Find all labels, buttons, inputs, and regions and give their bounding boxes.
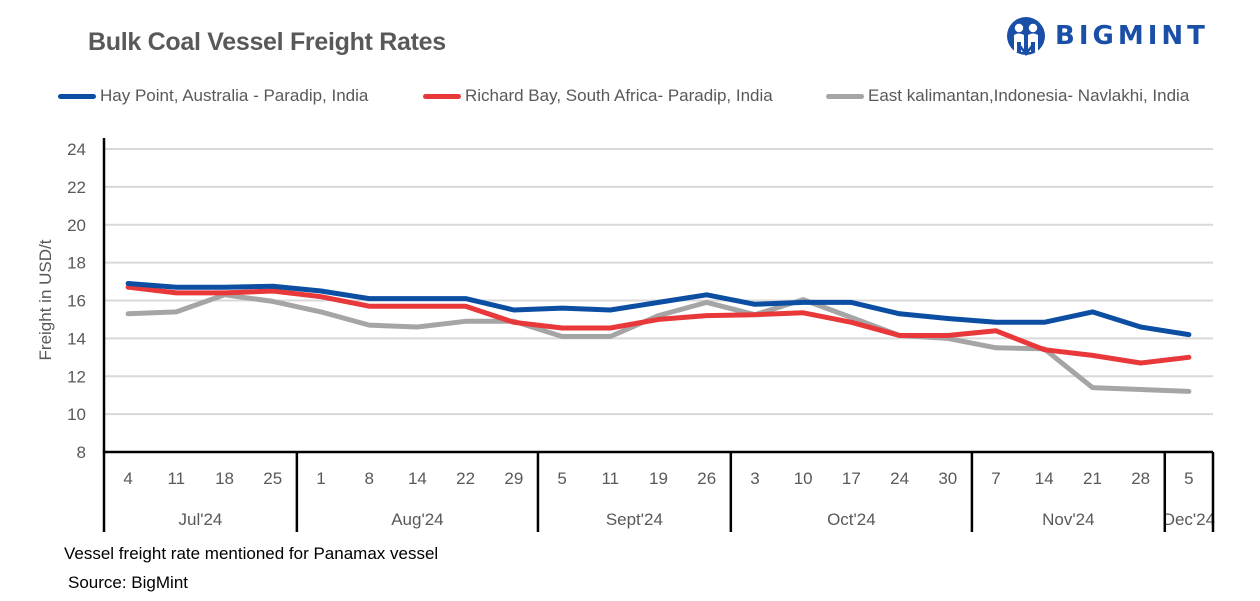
x-tick-label: 24 bbox=[890, 469, 909, 488]
x-tick-label: 7 bbox=[991, 469, 1000, 488]
x-tick-label: 21 bbox=[1083, 469, 1102, 488]
y-tick-label: 18 bbox=[67, 254, 86, 273]
month-group-label: Oct'24 bbox=[827, 510, 876, 529]
legend-swatch-east-kalimantan bbox=[826, 93, 864, 99]
x-tick-label: 10 bbox=[794, 469, 813, 488]
x-tick-label: 5 bbox=[1184, 469, 1193, 488]
x-tick-label: 28 bbox=[1131, 469, 1150, 488]
x-tick-label: 22 bbox=[456, 469, 475, 488]
x-tick-label: 19 bbox=[649, 469, 668, 488]
month-group-label: Nov'24 bbox=[1042, 510, 1094, 529]
logo-text: BIGMINT bbox=[1055, 21, 1209, 51]
y-tick-label: 14 bbox=[67, 329, 86, 348]
legend-item-richard-bay: Richard Bay, South Africa- Paradip, Indi… bbox=[423, 86, 773, 106]
x-tick-label: 14 bbox=[408, 469, 427, 488]
y-axis-label: Freight in USD/t bbox=[36, 239, 55, 360]
legend-swatch-richard-bay bbox=[423, 93, 461, 99]
y-tick-label: 16 bbox=[67, 292, 86, 311]
x-tick-label: 30 bbox=[938, 469, 957, 488]
legend-label-east-kalimantan: East kalimantan,Indonesia- Navlakhi, Ind… bbox=[868, 86, 1190, 105]
x-tick-label: 26 bbox=[697, 469, 716, 488]
y-tick-label: 10 bbox=[67, 405, 86, 424]
gridlines bbox=[104, 148, 1213, 416]
x-tick-label: 18 bbox=[215, 469, 234, 488]
x-tick-label: 17 bbox=[842, 469, 861, 488]
month-group-label: Sept'24 bbox=[606, 510, 663, 529]
y-tick-label: 24 bbox=[67, 140, 86, 159]
x-tick-label: 5 bbox=[557, 469, 566, 488]
y-tick-label: 22 bbox=[67, 178, 86, 197]
month-group-label: Aug'24 bbox=[391, 510, 443, 529]
footnote: Vessel freight rate mentioned for Panama… bbox=[64, 544, 439, 563]
x-tick-label: 29 bbox=[504, 469, 523, 488]
x-tick-label: 11 bbox=[167, 469, 185, 488]
y-tick-label: 20 bbox=[67, 216, 86, 235]
x-tick-label: 11 bbox=[601, 469, 619, 488]
legend-label-richard-bay: Richard Bay, South Africa- Paradip, Indi… bbox=[465, 86, 773, 105]
month-group-label: Dec'24 bbox=[1163, 510, 1215, 529]
bigmint-logo: BIGMINT bbox=[1005, 16, 1209, 56]
series-lines bbox=[125, 281, 1192, 394]
x-tick-label: 25 bbox=[263, 469, 282, 488]
legend-item-east-kalimantan: East kalimantan,Indonesia- Navlakhi, Ind… bbox=[826, 86, 1189, 106]
x-tick-label: 14 bbox=[1035, 469, 1054, 488]
legend-item-hay-point: Hay Point, Australia - Paradip, India bbox=[58, 86, 368, 106]
bigmint-logo-icon bbox=[1007, 17, 1045, 56]
y-tick-label: 12 bbox=[67, 367, 86, 386]
x-axis: 4 11 18 25 1 8 14 22 29 5 11 19 26 3 10 17 24 30 7 14 21 28 5J… bbox=[102, 450, 1215, 532]
series-line-1 bbox=[125, 284, 1192, 366]
month-group-label: Jul'24 bbox=[178, 510, 222, 529]
legend-label-hay-point: Hay Point, Australia - Paradip, India bbox=[100, 86, 369, 105]
source-note: Source: BigMint bbox=[68, 573, 188, 592]
chart-legend: Hay Point, Australia - Paradip, India Ri… bbox=[0, 86, 1260, 112]
x-tick-label: 1 bbox=[316, 469, 325, 488]
x-tick-label: 3 bbox=[750, 469, 759, 488]
x-tick-label: 4 bbox=[123, 469, 132, 488]
x-tick-label: 8 bbox=[364, 469, 373, 488]
y-tick-label: 8 bbox=[77, 443, 86, 462]
y-axis-ticks: 8 10 12 14 16 18 20 22 24 bbox=[67, 138, 106, 462]
legend-swatch-hay-point bbox=[58, 93, 96, 99]
chart-title: Bulk Coal Vessel Freight Rates bbox=[88, 28, 446, 56]
